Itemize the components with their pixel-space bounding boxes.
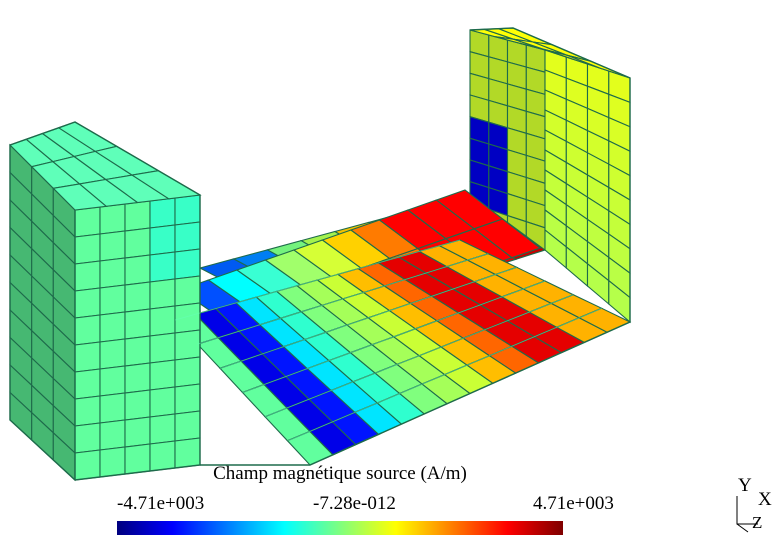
legend-mid-label: -7.28e-012: [313, 493, 396, 514]
legend-max-label: 4.71e+003: [533, 493, 614, 514]
colorbar: [117, 521, 563, 535]
legend-min-label: -4.71e+003: [117, 493, 205, 514]
right-leg-top-face: [469, 27, 631, 79]
left-leg-front-face: [74, 194, 201, 481]
right-leg-front-face: [544, 49, 631, 324]
axis-z-label: Z: [752, 513, 763, 532]
axis-y-label: Y: [738, 475, 752, 496]
mesh-hidden-edges: [174, 239, 602, 442]
left-leg-top-face: [8, 121, 202, 211]
left-leg-side-face: [9, 143, 76, 482]
legend-title: Champ magnétique source (A/m): [213, 463, 467, 484]
axes-triad: Y X Z: [728, 474, 776, 538]
axis-x-label: X: [758, 489, 772, 510]
mesh-outline: [9, 27, 631, 481]
